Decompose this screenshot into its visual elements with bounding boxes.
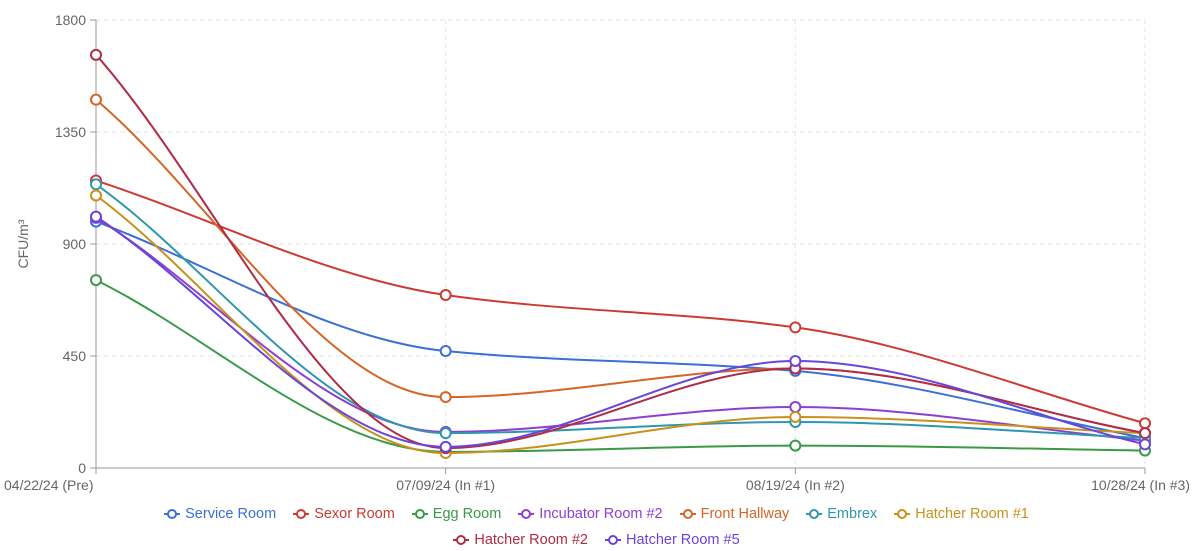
legend-item[interactable]: Embrex — [805, 503, 877, 525]
series-1 — [90, 174, 1151, 430]
y-tick-label: 900 — [63, 236, 87, 252]
series-line — [95, 215, 1146, 448]
legend-label: Hatcher Room #5 — [626, 532, 740, 548]
x-tick-label: 07/09/24 (In #1) — [396, 477, 495, 493]
legend-line-icon — [679, 509, 696, 519]
data-point[interactable] — [90, 48, 102, 61]
legend-label: Hatcher Room #2 — [474, 532, 588, 548]
legend: Service Room Sexor Room Egg Room Incubator … — [0, 503, 1192, 551]
legend-line-icon — [164, 509, 181, 519]
legend-item[interactable]: Hatcher Room #5 — [604, 529, 740, 551]
legend-label: Embrex — [827, 506, 878, 522]
legend-line-icon — [605, 535, 621, 545]
legend-line-icon — [894, 509, 911, 519]
y-axis-title: CFU/m³ — [15, 219, 31, 268]
legend-item[interactable]: Egg Room — [411, 503, 502, 525]
data-point[interactable] — [439, 427, 452, 440]
legend-label: Incubator Room #2 — [539, 506, 663, 522]
data-point[interactable] — [439, 391, 452, 404]
y-tick-label: 1800 — [55, 12, 86, 28]
series-line — [95, 179, 1146, 425]
legend-label: Service Room — [185, 506, 277, 522]
grid-lines — [96, 19, 1146, 468]
data-point[interactable] — [90, 178, 102, 191]
legend-label: Front Hallway — [700, 506, 790, 522]
series-6 — [90, 189, 1151, 460]
legend-line-icon — [411, 509, 428, 519]
series-7 — [90, 48, 1151, 455]
x-tick-labels: 04/22/24 (Pre) 07/09/24 (In #1) 08/19/24 (… — [4, 477, 1190, 493]
data-point[interactable] — [1139, 438, 1151, 451]
legend-item[interactable]: Incubator Room #2 — [517, 503, 663, 525]
y-tick-label: 1350 — [55, 124, 86, 140]
series-4 — [90, 93, 1151, 440]
data-point[interactable] — [439, 345, 452, 358]
line-chart: 0 450 900 1350 1800 04/22/24 (Pre) 07/09/24 (… — [4, 12, 1190, 493]
legend-item[interactable]: Sexor Room — [292, 503, 395, 525]
legend-item[interactable]: Service Room — [163, 503, 276, 525]
legend-line-icon — [518, 509, 535, 519]
legend-line-icon — [293, 509, 310, 519]
legend-label: Egg Room — [432, 506, 502, 522]
series-line — [95, 183, 1146, 440]
data-point[interactable] — [90, 189, 102, 202]
data-point[interactable] — [1139, 417, 1151, 430]
data-point[interactable] — [90, 210, 102, 223]
data-point[interactable] — [90, 274, 102, 287]
series-line — [95, 279, 1146, 453]
series-3 — [90, 211, 1151, 447]
y-tick-label: 0 — [78, 460, 86, 476]
legend-item[interactable]: Hatcher Room #1 — [893, 503, 1029, 525]
legend-item[interactable]: Front Hallway — [679, 503, 790, 525]
legend-item[interactable]: Hatcher Room #2 — [452, 529, 588, 551]
data-point[interactable] — [789, 439, 802, 452]
data-point[interactable] — [789, 321, 802, 334]
y-tick-label: 450 — [63, 348, 87, 364]
series-5 — [90, 178, 1151, 445]
series-lines — [90, 48, 1151, 460]
series-line — [95, 98, 1146, 435]
legend-label: Hatcher Room #1 — [915, 506, 1029, 522]
data-point[interactable] — [789, 410, 802, 423]
x-tick-label: 08/19/24 (In #2) — [746, 477, 845, 493]
legend-line-icon — [806, 509, 823, 519]
series-line — [95, 217, 1146, 442]
data-point[interactable] — [439, 289, 452, 302]
data-point[interactable] — [439, 440, 452, 453]
data-point[interactable] — [789, 354, 802, 367]
data-point[interactable] — [1139, 427, 1151, 440]
series-line — [95, 194, 1146, 455]
series-line — [95, 54, 1146, 450]
data-point[interactable] — [789, 401, 802, 414]
legend-label: Sexor Room — [314, 506, 395, 522]
x-tick-label: 10/28/24 (In #3) — [1091, 477, 1190, 493]
data-point[interactable] — [90, 93, 102, 106]
y-tick-labels: 0 450 900 1350 1800 — [55, 12, 86, 476]
x-tick-label: 04/22/24 (Pre) — [4, 477, 94, 493]
series-8 — [90, 210, 1151, 453]
legend-line-icon — [453, 535, 470, 545]
series-line — [95, 220, 1146, 440]
